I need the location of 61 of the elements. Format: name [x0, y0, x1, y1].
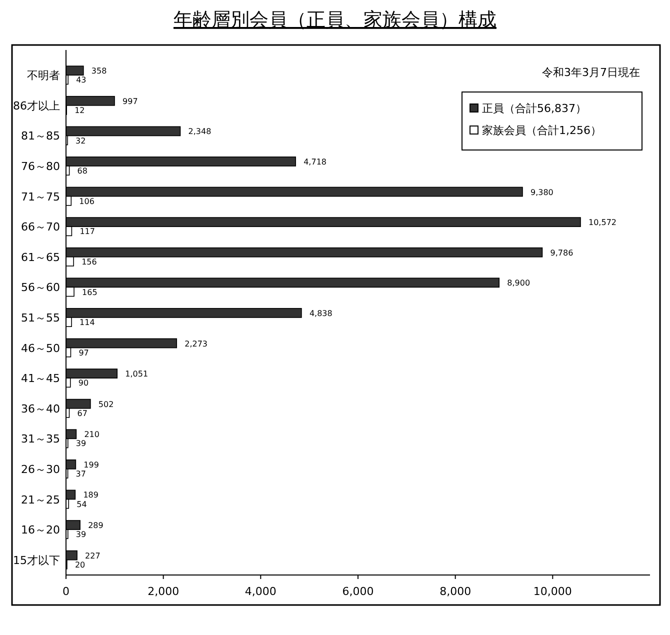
y-tick-label: 61～65: [21, 250, 60, 264]
data-label: 189: [83, 490, 98, 500]
data-label: 165: [82, 288, 98, 297]
y-tick-label: 76～80: [21, 160, 60, 174]
data-label: 12: [74, 106, 85, 115]
y-tick-label: 46～50: [21, 342, 60, 355]
data-label: 39: [76, 439, 86, 448]
y-tick-label: 21～25: [21, 493, 60, 506]
y-tick-label: 15才以下: [13, 554, 60, 567]
x-tick-label: 2,000: [148, 585, 180, 598]
data-label: 8,900: [507, 278, 530, 288]
data-label: 117: [80, 227, 95, 236]
x-tick-label: 0: [62, 585, 70, 598]
data-label: 199: [84, 460, 99, 470]
data-label: 67: [77, 408, 88, 418]
data-label: 10,572: [588, 218, 617, 228]
y-tick-label: 41～45: [21, 372, 60, 386]
data-label: 2,273: [184, 339, 208, 348]
data-label: 9,786: [550, 248, 574, 258]
y-tick-label: 86才以上: [13, 99, 60, 112]
y-tick-label: 36～40: [21, 402, 60, 416]
data-label: 997: [122, 96, 138, 106]
x-tick-label: 4,000: [244, 585, 276, 598]
data-label: 68: [77, 166, 88, 176]
data-label: 114: [80, 318, 95, 328]
y-tick-label: 81～85: [21, 130, 60, 143]
data-label: 32: [76, 136, 86, 146]
data-label: 37: [76, 470, 86, 479]
data-label: 39: [76, 530, 86, 540]
data-label: 4,718: [304, 157, 327, 166]
data-label: 20: [74, 560, 86, 570]
y-tick-label: 56～60: [21, 281, 60, 294]
data-label: 502: [98, 400, 114, 409]
data-label: 2,348: [188, 127, 212, 136]
data-label: 289: [88, 521, 104, 530]
x-tick-label: 10,000: [533, 585, 572, 598]
data-label: 106: [79, 196, 94, 206]
data-label: 43: [76, 76, 86, 85]
y-tick-label: 66～70: [21, 220, 60, 234]
y-tick-label: 51～55: [21, 312, 60, 324]
data-label: 1,051: [125, 370, 148, 379]
data-label: 210: [84, 430, 100, 440]
legend-label: 家族会員（合計1,256）: [482, 124, 602, 137]
y-tick-label: 16～20: [21, 524, 60, 537]
y-tick-label: 71～75: [21, 190, 60, 204]
x-tick-label: 6,000: [342, 585, 374, 598]
data-label: 358: [91, 66, 107, 76]
data-label: 54: [76, 500, 87, 509]
data-label: 4,838: [309, 308, 332, 318]
data-label: 90: [78, 378, 89, 388]
data-label: 156: [82, 257, 97, 266]
annotation: 令和3年3月7日現在: [542, 66, 640, 79]
y-tick-label: 26～30: [21, 462, 60, 476]
y-tick-label: 31～35: [21, 432, 60, 446]
x-tick-label: 8,000: [440, 585, 472, 598]
data-label: 9,380: [530, 188, 554, 197]
y-tick-label: 不明者: [27, 69, 60, 82]
data-label: 227: [85, 551, 100, 560]
legend-label: 正員（合計56,837）: [482, 102, 586, 115]
data-label: 97: [78, 348, 89, 358]
chart-title: 年齢層別会員（正員、家族会員）構成: [174, 9, 496, 31]
